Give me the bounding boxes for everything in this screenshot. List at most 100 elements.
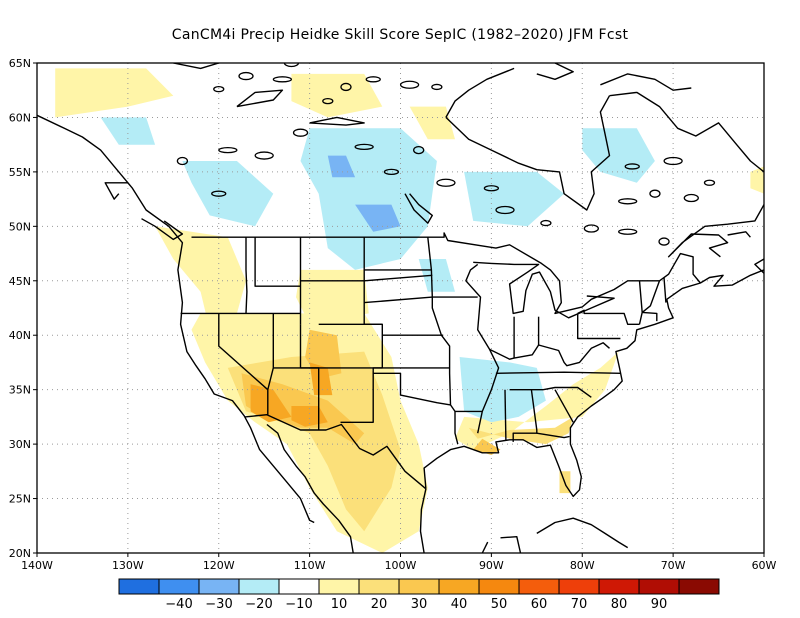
boundary-line-2 bbox=[423, 269, 764, 498]
skill-region-9 bbox=[250, 384, 292, 423]
colorbar: −40 −30 −20 −10 10 20 30 40 50 60 70 80 90 bbox=[118, 578, 720, 612]
skill-region-16 bbox=[750, 166, 764, 194]
colorbar-swatch bbox=[518, 578, 560, 595]
boundary-line-53 bbox=[141, 218, 184, 241]
colorbar-swatch bbox=[598, 578, 640, 595]
boundary-line-28 bbox=[364, 296, 433, 304]
lake-outline bbox=[292, 128, 309, 137]
colorbar-label: 20 bbox=[371, 597, 388, 612]
colorbar-swatch bbox=[358, 578, 400, 595]
lon-tick-label: 80W bbox=[570, 559, 595, 572]
boundary-line-9 bbox=[609, 91, 764, 173]
boundary-line-1 bbox=[266, 423, 354, 553]
lake-outline bbox=[618, 228, 638, 235]
lon-tick-label: 120W bbox=[203, 559, 235, 572]
lon-tick-label: 60W bbox=[752, 559, 777, 572]
boundary-line-25 bbox=[300, 274, 433, 282]
lon-tick-label: 140W bbox=[21, 559, 53, 572]
boundary-line-11 bbox=[404, 193, 433, 224]
lake-outline bbox=[272, 76, 293, 83]
colorbar-swatch bbox=[278, 578, 320, 595]
boundary-line-51 bbox=[754, 258, 764, 274]
colorbar-label: 70 bbox=[571, 597, 588, 612]
boundary-line-47 bbox=[663, 277, 667, 303]
lake-outline bbox=[413, 145, 425, 155]
lake-outline bbox=[436, 178, 456, 187]
lake-outline bbox=[663, 156, 683, 166]
boundary-line-36 bbox=[504, 389, 507, 441]
colorbar-swatch bbox=[558, 578, 600, 595]
lat-tick-label: 30N bbox=[9, 438, 31, 451]
boundary-line-7 bbox=[445, 95, 611, 211]
colorbar-label: 40 bbox=[451, 597, 468, 612]
boundary-line-27 bbox=[427, 237, 459, 445]
lake-outline bbox=[703, 179, 716, 186]
lon-tick-label: 70W bbox=[661, 559, 686, 572]
lake-outline bbox=[218, 146, 238, 154]
lake-outline bbox=[211, 190, 227, 197]
skill-region-19 bbox=[182, 161, 274, 227]
lake-outline bbox=[254, 151, 274, 160]
skill-region-4 bbox=[296, 269, 369, 325]
lake-outline bbox=[238, 71, 254, 81]
lat-tick-label: 40N bbox=[9, 329, 31, 342]
lon-tick-label: 130W bbox=[112, 559, 144, 572]
boundary-line-30 bbox=[373, 372, 451, 406]
lat-tick-label: 60N bbox=[9, 111, 31, 124]
lat-tick-label: 45N bbox=[9, 275, 31, 288]
boundary-line-0 bbox=[37, 114, 315, 524]
boundary-line-5 bbox=[245, 414, 427, 490]
colorbar-swatch bbox=[318, 578, 360, 595]
boundary-line-12 bbox=[309, 116, 365, 126]
boundary-line-50 bbox=[727, 231, 751, 238]
boundary-line-17 bbox=[218, 313, 269, 415]
lat-tick-label: 50N bbox=[9, 220, 31, 233]
colorbar-swatch bbox=[478, 578, 520, 595]
colorbar-swatch bbox=[398, 578, 440, 595]
lake-outline bbox=[365, 76, 381, 83]
boundary-line-56 bbox=[481, 541, 489, 553]
lat-tick-label: 25N bbox=[9, 493, 31, 506]
colorbar-label: −20 bbox=[245, 597, 272, 612]
lake-outline bbox=[618, 198, 638, 205]
boundary-line-40 bbox=[489, 342, 610, 367]
lake-outline bbox=[213, 85, 225, 93]
colorbar-swatch bbox=[238, 578, 280, 595]
lon-tick-label: 90W bbox=[479, 559, 504, 572]
boundary-line-39 bbox=[554, 389, 574, 423]
skill-region-26 bbox=[355, 204, 401, 232]
boundary-line-48 bbox=[536, 63, 574, 81]
skill-region-12 bbox=[455, 351, 619, 450]
boundary-line-54 bbox=[536, 517, 629, 549]
boundary-line-34 bbox=[495, 371, 621, 374]
boundary-line-10 bbox=[667, 204, 764, 258]
skill-region-22 bbox=[582, 128, 655, 183]
page-title: CanCM4i Precip Heidke Skill Score SepIC … bbox=[171, 27, 629, 43]
boundary-line-6 bbox=[473, 261, 615, 319]
lake-outline bbox=[540, 219, 552, 227]
skill-region-14 bbox=[473, 438, 501, 455]
lake-outline bbox=[658, 237, 670, 246]
lake-outline bbox=[431, 83, 443, 91]
lake-outline bbox=[683, 193, 699, 203]
skill-region-21 bbox=[464, 171, 565, 227]
lake-outline bbox=[383, 168, 400, 176]
lake-outline bbox=[176, 156, 189, 166]
boundary-line-13 bbox=[236, 89, 284, 108]
lon-tick-label: 100W bbox=[385, 559, 417, 572]
colorbar-label: 50 bbox=[491, 597, 508, 612]
colorbar-swatch bbox=[438, 578, 480, 595]
lake-outline bbox=[283, 63, 300, 68]
skill-region-3 bbox=[155, 226, 246, 330]
political-boundaries bbox=[37, 63, 764, 553]
colorbar-swatch bbox=[678, 578, 720, 595]
colorbar-label: 90 bbox=[651, 597, 668, 612]
lake-outline bbox=[583, 224, 599, 233]
colorbar-label: 60 bbox=[531, 597, 548, 612]
boundary-line-45 bbox=[638, 280, 643, 325]
boundary-line-14 bbox=[173, 63, 219, 70]
skill-region-25 bbox=[327, 155, 356, 178]
boundary-line-38 bbox=[536, 432, 570, 439]
colorbar-swatch bbox=[118, 578, 160, 595]
